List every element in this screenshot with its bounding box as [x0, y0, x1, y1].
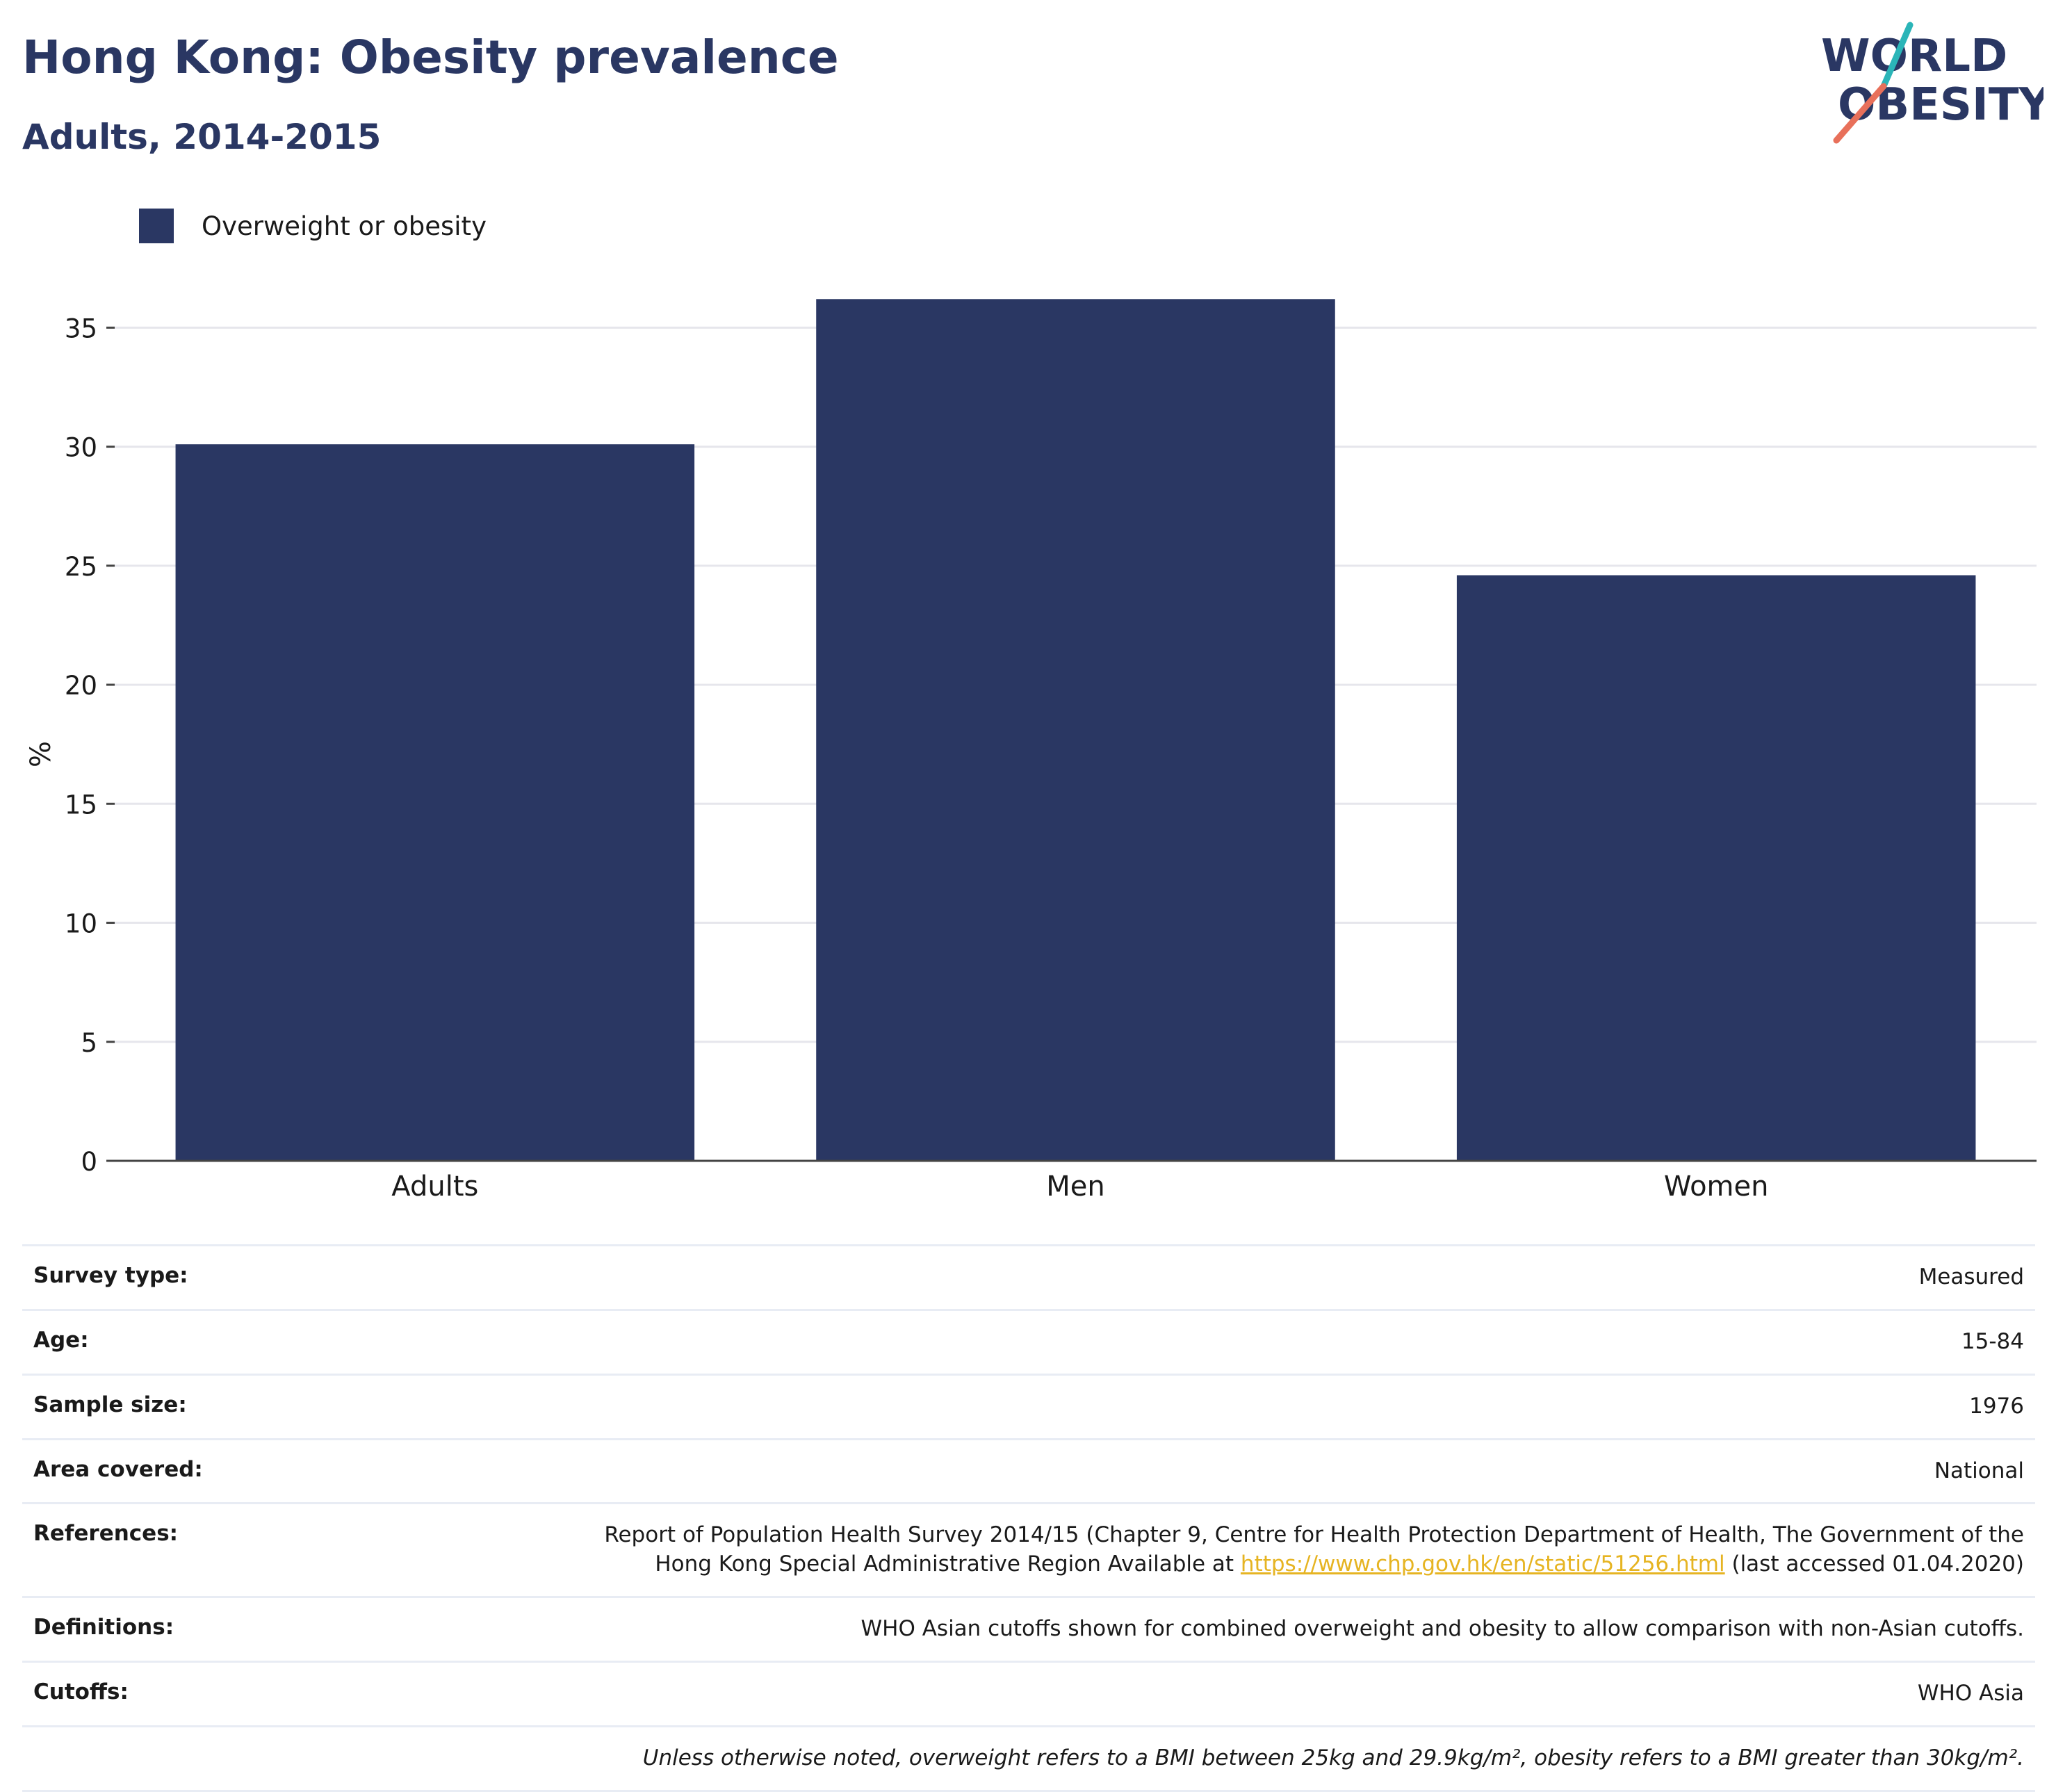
y-tick-label: 20 [65, 671, 97, 701]
logo-slash-coral [1833, 83, 1887, 144]
logo-line1: WORLD [1821, 31, 2007, 82]
info-value: WHO Asian cutoffs shown for combined ove… [860, 1616, 2025, 1642]
references-link[interactable]: https://www.chp.gov.hk/en/static/51256.h… [1240, 1551, 1725, 1577]
logo-line2: OBESITY [1838, 79, 2043, 131]
x-tick-label: Adults [391, 1171, 478, 1203]
y-axis-label: % [25, 741, 57, 767]
info-value: 15-84 [1961, 1328, 2024, 1354]
y-tick-label: 10 [65, 909, 97, 939]
x-tick-label: Women [1664, 1171, 1769, 1203]
info-row-definitions: Definitions: WHO Asian cutoffs shown for… [22, 1596, 2035, 1661]
info-label: Age: [33, 1327, 89, 1353]
info-value: 1976 [1969, 1393, 2024, 1419]
info-row-survey-type: Survey type: Measured [22, 1244, 2035, 1309]
bar-chart: 0 5 10 15 20 25 30 35 Adults Men Women% [25, 299, 2037, 1203]
references-accessed: (last accessed 01.04.2020) [1724, 1551, 2024, 1577]
info-label: Definitions: [33, 1615, 174, 1640]
info-row-sample-size: Sample size: 1976 [22, 1373, 2035, 1438]
info-label: Cutoffs: [33, 1679, 129, 1704]
info-row-note: Unless otherwise noted, overweight refer… [22, 1725, 2035, 1792]
info-row-age: Age: 15-84 [22, 1308, 2035, 1374]
y-tick-label: 35 [65, 313, 97, 343]
y-tick-label: 25 [65, 552, 97, 582]
logo-slash-teal [1880, 22, 1914, 90]
info-row-area-covered: Area covered: National [22, 1437, 2035, 1503]
references-text: Report of Population Health Survey 2014/… [604, 1522, 2024, 1577]
info-value: Measured [1918, 1264, 2024, 1289]
bar-men [816, 299, 1335, 1162]
survey-info-table: Survey type: Measured Age: 15-84 Sample … [22, 1244, 2035, 1792]
bar-women [1456, 575, 1976, 1161]
info-value: National [1934, 1458, 2024, 1483]
info-row-cutoffs: Cutoffs: WHO Asia [22, 1660, 2035, 1725]
page-subtitle: Adults, 2014-2015 [22, 117, 382, 157]
y-tick-label: 5 [81, 1028, 97, 1058]
info-label: References: [33, 1521, 179, 1547]
y-tick-label: 30 [65, 433, 97, 463]
legend-swatch [139, 209, 174, 243]
world-obesity-logo: WORLD OBESITY [1821, 22, 2043, 144]
y-tick-label: 15 [65, 790, 97, 820]
info-label: Area covered: [33, 1456, 203, 1482]
info-value: WHO Asia [1917, 1680, 2024, 1706]
bmi-note: Unless otherwise noted, overweight refer… [642, 1745, 2024, 1770]
info-label: Survey type: [33, 1263, 188, 1288]
legend-label: Overweight or obesity [202, 211, 487, 241]
bar-adults [175, 444, 695, 1161]
references-value: Report of Population Health Survey 2014/… [564, 1521, 2024, 1579]
chart-legend: Overweight or obesity [139, 209, 487, 243]
page-title: Hong Kong: Obesity prevalence [22, 31, 839, 84]
info-label: Sample size: [33, 1392, 187, 1417]
y-tick-label: 0 [81, 1147, 97, 1177]
x-tick-label: Men [1046, 1171, 1104, 1203]
info-row-references: References: Report of Population Health … [22, 1502, 2035, 1596]
